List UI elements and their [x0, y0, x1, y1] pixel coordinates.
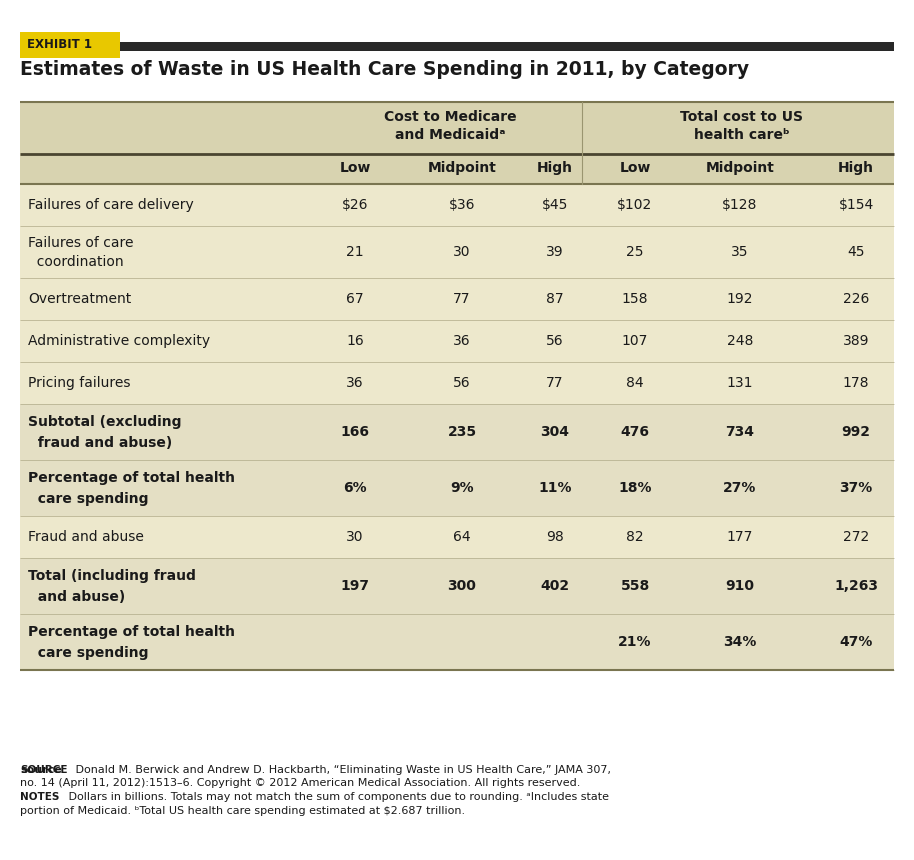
- Text: Low: Low: [339, 161, 371, 175]
- Text: Pricing failures: Pricing failures: [28, 376, 131, 390]
- Text: 1,263: 1,263: [834, 579, 878, 593]
- Text: 77: 77: [547, 376, 564, 390]
- Text: 82: 82: [626, 530, 643, 544]
- Text: Overtreatment: Overtreatment: [28, 292, 132, 306]
- Text: fraud and abuse): fraud and abuse): [28, 436, 172, 450]
- Text: 558: 558: [621, 579, 650, 593]
- Text: coordination: coordination: [28, 255, 123, 269]
- Text: Total (including fraud: Total (including fraud: [28, 569, 196, 583]
- Text: portion of Medicaid. ᵇTotal US health care spending estimated at $2.687 trillion: portion of Medicaid. ᵇTotal US health ca…: [20, 806, 465, 815]
- Text: Cost to Medicare
and Medicaidᵃ: Cost to Medicare and Medicaidᵃ: [384, 110, 516, 143]
- Text: $36: $36: [449, 198, 475, 212]
- Text: 37%: 37%: [839, 481, 873, 495]
- Text: Donald M. Berwick and Andrew D. Hackbarth, “Eliminating Waste in US Health Care,: Donald M. Berwick and Andrew D. Hackbart…: [72, 765, 611, 775]
- Text: $45: $45: [542, 198, 569, 212]
- Bar: [20, 404, 894, 460]
- Text: 476: 476: [621, 425, 650, 439]
- Text: 389: 389: [843, 334, 869, 348]
- Text: 36: 36: [346, 376, 364, 390]
- Text: 30: 30: [346, 530, 364, 544]
- Text: 16: 16: [346, 334, 364, 348]
- Text: no. 14 (April 11, 2012):1513–6. Copyright © 2012 American Medical Association. A: no. 14 (April 11, 2012):1513–6. Copyrigh…: [20, 778, 580, 789]
- Text: 25: 25: [626, 245, 643, 259]
- Text: 84: 84: [626, 376, 643, 390]
- Text: Failures of care: Failures of care: [28, 236, 133, 249]
- Bar: [20, 42, 894, 51]
- Text: 178: 178: [843, 376, 869, 390]
- Text: 910: 910: [726, 579, 754, 593]
- Text: Percentage of total health: Percentage of total health: [28, 471, 235, 485]
- Text: $128: $128: [722, 198, 758, 212]
- Text: 131: 131: [727, 376, 753, 390]
- Text: 47%: 47%: [839, 635, 873, 649]
- Text: Percentage of total health: Percentage of total health: [28, 625, 235, 639]
- Text: SOURCE: SOURCE: [20, 765, 68, 775]
- Text: 21: 21: [346, 245, 364, 259]
- Bar: [20, 460, 894, 516]
- Text: Estimates of Waste in US Health Care Spending in 2011, by Category: Estimates of Waste in US Health Care Spe…: [20, 60, 749, 79]
- Text: care spending: care spending: [28, 492, 148, 507]
- Text: 166: 166: [341, 425, 369, 439]
- Text: 87: 87: [547, 292, 564, 306]
- Text: Administrative complexity: Administrative complexity: [28, 334, 210, 348]
- Text: 107: 107: [622, 334, 648, 348]
- Text: 300: 300: [448, 579, 476, 593]
- Text: 21%: 21%: [618, 635, 652, 649]
- Text: $154: $154: [838, 198, 874, 212]
- Text: 56: 56: [547, 334, 564, 348]
- Text: Low: Low: [620, 161, 651, 175]
- Text: 36: 36: [453, 334, 471, 348]
- Text: 235: 235: [448, 425, 476, 439]
- Text: 6%: 6%: [343, 481, 367, 495]
- Text: 98: 98: [547, 530, 564, 544]
- Text: High: High: [537, 161, 573, 175]
- Text: source: source: [20, 765, 62, 775]
- Bar: [20, 32, 120, 58]
- Text: Total cost to US
health careᵇ: Total cost to US health careᵇ: [681, 110, 803, 143]
- Text: 272: 272: [843, 530, 869, 544]
- Text: 77: 77: [453, 292, 471, 306]
- Text: 11%: 11%: [538, 481, 572, 495]
- Text: 27%: 27%: [723, 481, 757, 495]
- Bar: [20, 102, 894, 154]
- Text: 45: 45: [847, 245, 865, 259]
- Text: 992: 992: [842, 425, 870, 439]
- Bar: [20, 614, 894, 670]
- Text: EXHIBIT 1: EXHIBIT 1: [27, 39, 92, 52]
- Text: 304: 304: [540, 425, 569, 439]
- Text: 18%: 18%: [618, 481, 652, 495]
- Text: care spending: care spending: [28, 646, 148, 660]
- Text: 402: 402: [540, 579, 569, 593]
- Text: Midpoint: Midpoint: [428, 161, 496, 175]
- Text: NOTES: NOTES: [20, 792, 59, 802]
- Text: 197: 197: [341, 579, 369, 593]
- Text: 34%: 34%: [723, 635, 757, 649]
- Text: 734: 734: [726, 425, 754, 439]
- Bar: [20, 102, 894, 670]
- Text: Fraud and abuse: Fraud and abuse: [28, 530, 143, 544]
- Text: 192: 192: [727, 292, 753, 306]
- Text: $26: $26: [342, 198, 368, 212]
- Text: 248: 248: [727, 334, 753, 348]
- Bar: [20, 154, 894, 184]
- Text: 39: 39: [547, 245, 564, 259]
- Text: 30: 30: [453, 245, 471, 259]
- Text: 158: 158: [622, 292, 648, 306]
- Bar: [20, 558, 894, 614]
- Text: 9%: 9%: [451, 481, 473, 495]
- Text: 64: 64: [453, 530, 471, 544]
- Text: 226: 226: [843, 292, 869, 306]
- Text: 67: 67: [346, 292, 364, 306]
- Text: and abuse): and abuse): [28, 590, 125, 605]
- Text: 35: 35: [731, 245, 749, 259]
- Text: Subtotal (excluding: Subtotal (excluding: [28, 415, 182, 429]
- Text: $102: $102: [617, 198, 653, 212]
- Text: 56: 56: [453, 376, 471, 390]
- Text: Midpoint: Midpoint: [706, 161, 774, 175]
- Text: Failures of care delivery: Failures of care delivery: [28, 198, 194, 212]
- Text: Dollars in billions. Totals may not match the sum of components due to rounding.: Dollars in billions. Totals may not matc…: [65, 792, 609, 802]
- Text: High: High: [838, 161, 874, 175]
- Text: 177: 177: [727, 530, 753, 544]
